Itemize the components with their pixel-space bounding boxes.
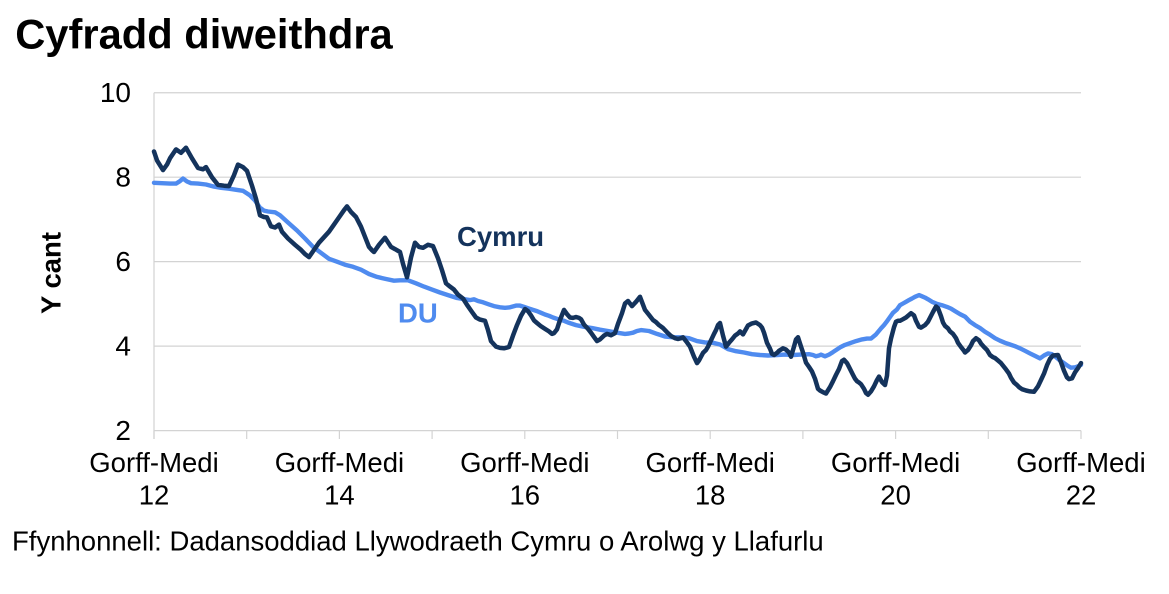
svg-text:Cyfradd diweithdra: Cyfradd diweithdra xyxy=(15,11,393,58)
svg-text:Gorff-Medi: Gorff-Medi xyxy=(275,447,404,478)
svg-text:Y cant: Y cant xyxy=(35,232,66,314)
svg-text:Gorff-Medi: Gorff-Medi xyxy=(1016,447,1145,478)
svg-text:16: 16 xyxy=(510,480,541,511)
svg-text:Gorff-Medi: Gorff-Medi xyxy=(831,447,960,478)
svg-text:10: 10 xyxy=(100,77,131,108)
svg-text:4: 4 xyxy=(115,330,131,361)
svg-text:Gorff-Medi: Gorff-Medi xyxy=(646,447,775,478)
svg-text:12: 12 xyxy=(139,480,170,511)
svg-text:6: 6 xyxy=(115,246,131,277)
svg-text:Gorff-Medi: Gorff-Medi xyxy=(89,447,218,478)
svg-text:Gorff-Medi: Gorff-Medi xyxy=(460,447,589,478)
svg-text:18: 18 xyxy=(695,480,726,511)
svg-text:2: 2 xyxy=(115,415,131,446)
svg-text:Ffynhonnell: Dadansoddiad Llyw: Ffynhonnell: Dadansoddiad Llywodraeth Cy… xyxy=(12,526,824,557)
svg-text:8: 8 xyxy=(115,161,131,192)
svg-text:DU: DU xyxy=(398,298,438,329)
svg-text:Cymru: Cymru xyxy=(457,221,544,252)
svg-text:14: 14 xyxy=(324,480,355,511)
svg-text:22: 22 xyxy=(1066,480,1097,511)
svg-text:20: 20 xyxy=(880,480,911,511)
